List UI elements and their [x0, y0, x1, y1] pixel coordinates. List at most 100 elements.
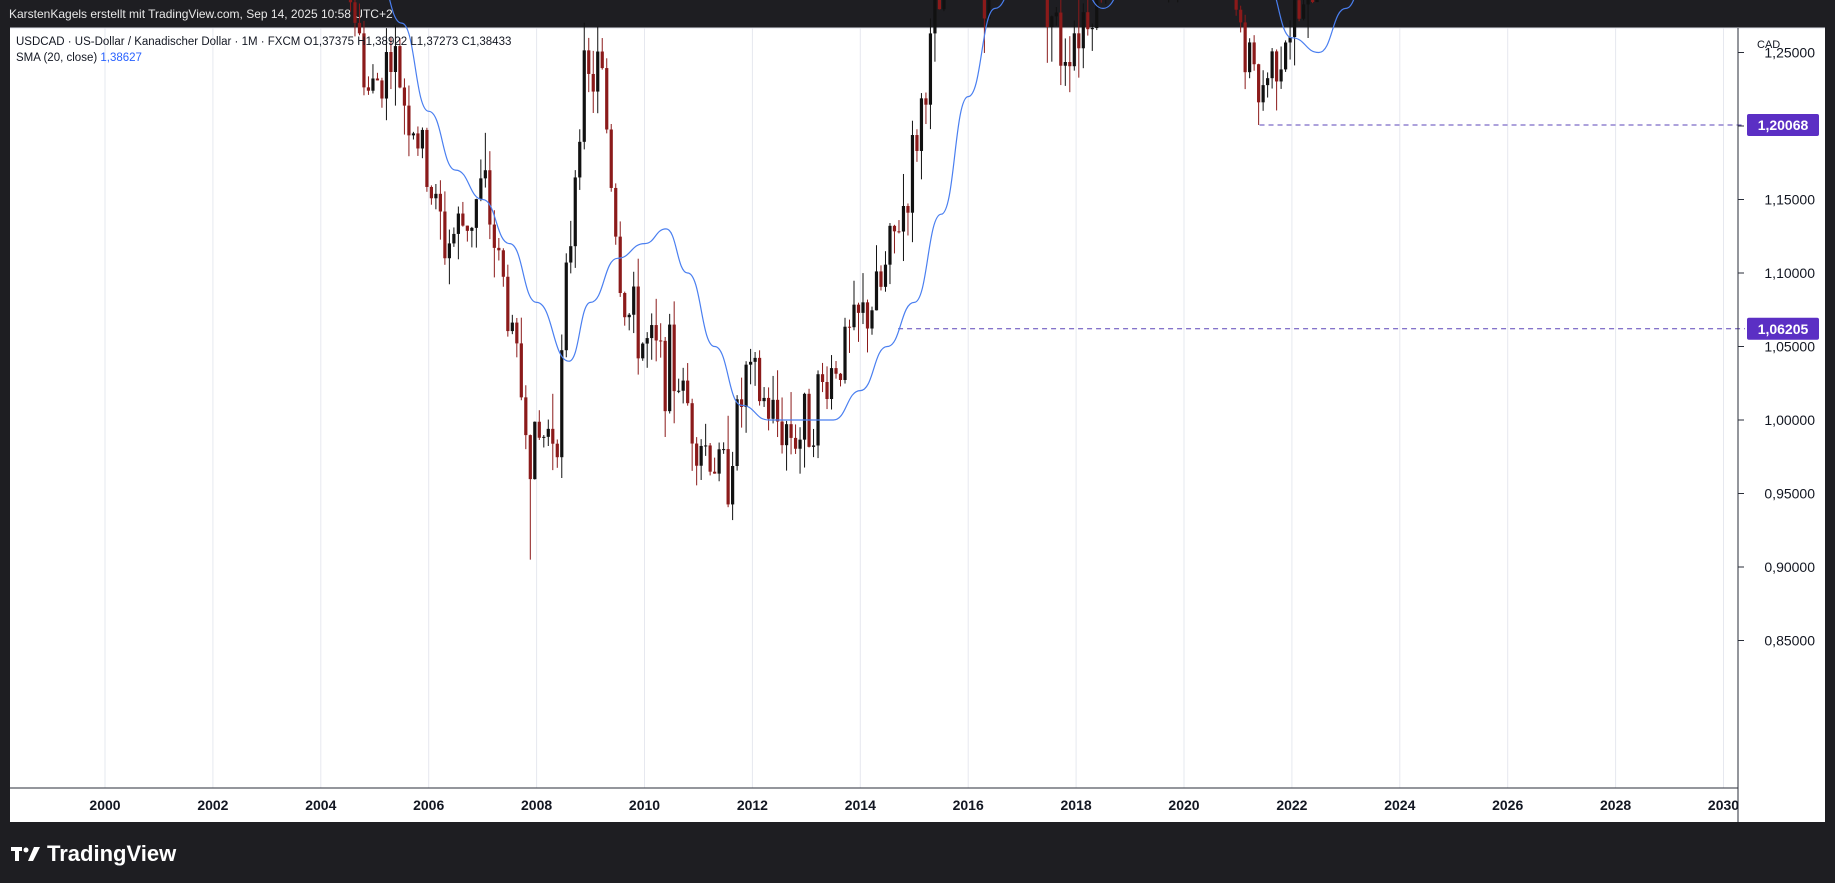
candle [924, 92, 928, 125]
sma-line [389, 0, 1355, 421]
candle-body [375, 78, 380, 81]
candle [802, 392, 807, 468]
candle [672, 301, 676, 424]
candle [762, 387, 766, 407]
candle-body [1068, 62, 1072, 67]
candle [1257, 63, 1261, 125]
candle [1168, 0, 1170, 3]
candle [591, 50, 595, 113]
candle [726, 415, 730, 508]
candle [910, 120, 915, 243]
candle-body [1248, 42, 1252, 73]
candle [578, 129, 582, 190]
candle-body [659, 340, 663, 342]
candle-body [726, 449, 730, 505]
level-price-box-text: 1,20068 [1758, 117, 1809, 133]
x-tick-label: 2028 [1600, 797, 1631, 813]
candle-body [820, 374, 825, 383]
candle-body [937, 0, 942, 10]
candle [452, 227, 456, 247]
candle [645, 332, 649, 368]
candle [735, 395, 739, 471]
candle-body [749, 361, 753, 365]
x-tick-label: 2010 [629, 797, 660, 813]
candle-body [663, 340, 667, 412]
candle [834, 360, 838, 379]
candle-body [497, 247, 501, 251]
candle-body [510, 322, 514, 332]
candle-body [901, 205, 906, 232]
candle-body [389, 52, 393, 72]
candle-body [699, 445, 703, 466]
candle [429, 185, 433, 205]
candle [474, 198, 478, 248]
grid-lines [10, 27, 1825, 788]
candle-body [1090, 28, 1094, 30]
candle [1086, 0, 1090, 36]
candle-body [564, 262, 568, 351]
candle [371, 64, 375, 94]
candle [411, 131, 416, 140]
candle-body [425, 129, 429, 187]
candle [744, 361, 748, 433]
candle-body [686, 380, 690, 404]
tradingview-logo-icon [11, 847, 40, 861]
candle [447, 229, 451, 285]
candle-body [443, 211, 447, 259]
candle-body [596, 51, 600, 92]
x-tick-label: 2012 [737, 797, 768, 813]
attribution-bar: KarstenKagels erstellt mit TradingView.c… [0, 0, 1835, 27]
candle [731, 451, 735, 521]
candle-body [1275, 51, 1279, 82]
level-price-box: 1,06205 [1747, 317, 1819, 340]
candle [987, 0, 991, 19]
candle-body [1045, 0, 1049, 27]
candle-body [357, 22, 362, 34]
candle [564, 253, 568, 358]
candle [546, 419, 550, 446]
candle [533, 421, 537, 480]
candle [789, 392, 793, 455]
candle [892, 224, 897, 254]
x-tick-label: 2030 [1708, 797, 1739, 813]
candle-body [600, 51, 604, 69]
candle [874, 245, 879, 311]
candle-body [847, 326, 852, 328]
candle-body [870, 310, 874, 329]
candle [879, 265, 883, 291]
candle [1315, 0, 1319, 3]
chart-area[interactable] [10, 28, 1825, 822]
candle [771, 375, 775, 424]
y-tick-label: 1,00000 [1764, 412, 1815, 428]
y-tick-label: 1,10000 [1764, 265, 1815, 281]
candle [686, 363, 690, 406]
y-tick-label: 0,85000 [1764, 633, 1815, 649]
candle-body [838, 373, 843, 380]
candle [780, 397, 784, 454]
candle-body [1243, 22, 1247, 73]
candle [1050, 15, 1054, 62]
candle-body [722, 449, 726, 451]
candle [438, 180, 442, 240]
sma-legend: SMA (20, close) 1,38627 [16, 50, 511, 66]
y-tick-label: 1,05000 [1764, 339, 1815, 355]
candle [357, 3, 362, 36]
candle-body [1297, 0, 1301, 19]
candle [479, 159, 483, 202]
candle-body [1284, 42, 1288, 70]
candle-body [1234, 0, 1238, 10]
candle [1248, 38, 1252, 79]
candle-body [1239, 9, 1243, 23]
candle [380, 77, 384, 108]
tradingview-logo[interactable]: TradingView [11, 841, 176, 867]
candle-body [618, 236, 622, 294]
candle-body [587, 50, 591, 74]
candle-body [933, 0, 937, 34]
candle-body [861, 302, 865, 313]
candle [1275, 49, 1279, 111]
candle-body [366, 87, 371, 91]
candle-body [555, 443, 559, 458]
candle-body [371, 78, 375, 91]
candle-body [744, 364, 748, 407]
